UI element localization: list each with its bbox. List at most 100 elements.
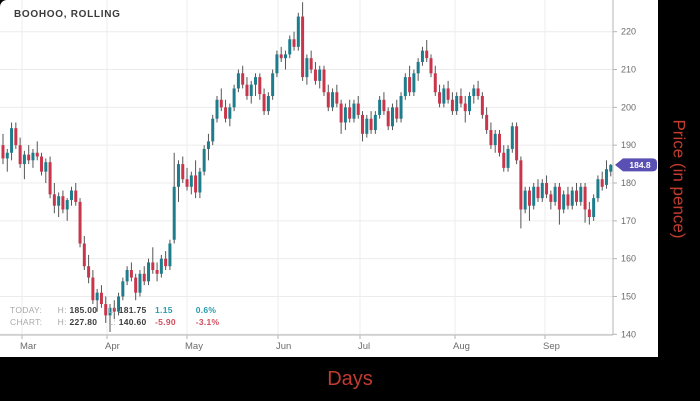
candle-up — [266, 96, 270, 112]
candle-up — [228, 107, 232, 119]
candle-down — [339, 103, 343, 123]
x-tick-label: May — [185, 341, 203, 352]
candle-up — [455, 96, 459, 112]
candle-down — [52, 194, 56, 206]
candle-down — [408, 77, 412, 93]
today-label: TODAY: — [10, 305, 43, 315]
candle-up — [532, 186, 536, 206]
candle-up — [373, 114, 377, 131]
y-tick-label: 210 — [621, 65, 636, 75]
candle-down — [450, 99, 454, 112]
candle-up — [121, 281, 125, 297]
candle-up — [125, 269, 129, 282]
candle-down — [241, 73, 245, 85]
candle-up — [318, 69, 322, 81]
candle-down — [356, 103, 360, 115]
candle-up — [159, 258, 163, 274]
candle-up — [472, 88, 476, 97]
candle-up — [399, 96, 403, 119]
candle-up — [206, 141, 210, 149]
candle-down — [536, 186, 540, 199]
chart-low-value: 140.60 — [118, 316, 147, 327]
candle-up — [211, 118, 215, 142]
candle-down — [99, 292, 103, 305]
candle-down — [583, 186, 587, 210]
candle-down — [587, 209, 591, 218]
candle-up — [553, 186, 557, 202]
today-change-pct: 0.6% — [195, 305, 217, 315]
candle-down — [18, 145, 22, 165]
candle-down — [335, 92, 339, 104]
candle-down — [82, 243, 86, 267]
candle-down — [369, 118, 373, 131]
today-low-label: L: — [108, 305, 117, 315]
chart-high-label: H: — [57, 316, 67, 327]
candle-up — [147, 262, 151, 282]
candle-down — [480, 96, 484, 115]
candle-down — [258, 77, 262, 95]
price-badge — [615, 158, 657, 172]
x-tick-label: Jul — [358, 341, 370, 352]
candle-down — [142, 273, 146, 282]
x-tick-label: Apr — [105, 341, 120, 352]
candle-down — [433, 73, 437, 93]
candle-up — [592, 198, 596, 218]
candle-up — [95, 292, 99, 301]
y-tick-label: 200 — [621, 102, 636, 112]
candle-up — [254, 77, 258, 85]
candle-down — [27, 154, 31, 161]
candle-up — [202, 148, 206, 172]
candle-up — [10, 128, 14, 153]
candle-up — [236, 73, 240, 89]
status-overlay: TODAY: H: 185.00 L: 181.75 1.15 0.6% CHA… — [10, 305, 219, 328]
candle-up — [506, 148, 510, 168]
candle-down — [497, 133, 501, 153]
candle-down — [425, 50, 429, 59]
candle-down — [112, 307, 116, 312]
candle-up — [138, 273, 142, 293]
candle-up — [271, 73, 275, 97]
candle-up — [198, 171, 202, 193]
y-tick-label: 180 — [621, 178, 636, 188]
candle-down — [313, 69, 317, 81]
candle-down — [326, 92, 330, 108]
y-axis-band: Price (in pence) — [658, 0, 700, 357]
candle-down — [129, 269, 133, 278]
candle-up — [57, 196, 61, 206]
candle-down — [348, 107, 352, 119]
y-tick-label: 190 — [621, 140, 636, 150]
candle-down — [74, 190, 78, 202]
y-tick-label: 150 — [621, 291, 636, 301]
today-change: 1.15 — [155, 305, 173, 315]
candle-down — [224, 107, 228, 119]
chart-change: -5.90 — [155, 316, 176, 327]
candle-down — [35, 152, 39, 157]
candle-up — [510, 126, 514, 149]
chart-low-label: L: — [108, 316, 117, 327]
candle-down — [545, 183, 549, 195]
candle-up — [523, 190, 527, 210]
candle-down — [485, 114, 489, 131]
candle-up — [108, 307, 112, 316]
candle-up — [168, 243, 172, 267]
candlestick-chart[interactable]: 140 150 160 170 180 190 200 210 220 Mar Apr May Jun J… — [0, 0, 658, 357]
status-row-chart: CHART: H: 227.80 L: 140.60 -5.90 -3.1% — [10, 317, 219, 329]
candle-up — [305, 58, 309, 78]
candle-down — [463, 103, 467, 112]
candle-up — [403, 77, 407, 97]
candle-down — [194, 175, 198, 193]
x-axis-title: Days — [0, 357, 700, 401]
candle-down — [446, 88, 450, 100]
candle-up — [390, 107, 394, 127]
candle-up — [65, 200, 69, 210]
status-row-today: TODAY: H: 185.00 L: 181.75 1.15 0.6% — [10, 305, 219, 317]
candle-down — [489, 130, 493, 146]
candle-up — [331, 92, 335, 108]
candle-up — [172, 186, 176, 240]
candle-up — [22, 154, 26, 165]
y-tick-label: 220 — [621, 27, 636, 37]
candle-up — [352, 103, 356, 119]
candle-down — [600, 179, 604, 187]
candle-down — [575, 190, 579, 202]
